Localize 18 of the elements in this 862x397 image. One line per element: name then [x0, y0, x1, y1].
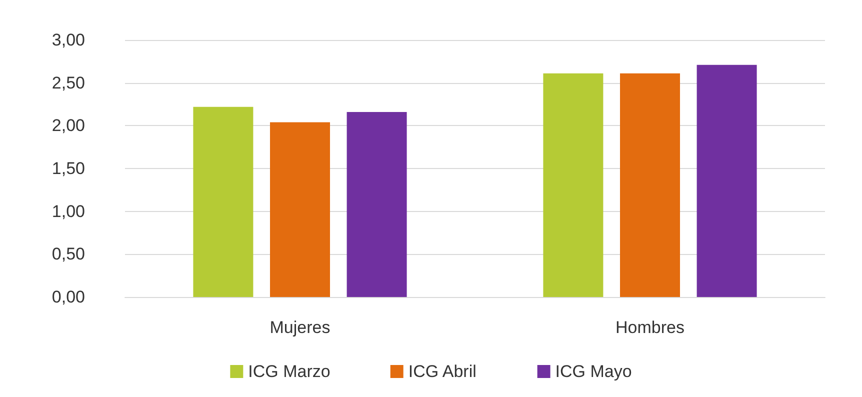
bar — [543, 73, 604, 297]
y-tick-label: 2,00 — [52, 116, 85, 136]
bar — [346, 112, 407, 297]
y-tick-label: 0,50 — [52, 244, 85, 264]
bar — [193, 106, 254, 297]
y-tick-label: 0,00 — [52, 288, 85, 306]
y-tick-label: 1,50 — [52, 159, 85, 178]
x-tick-label: Hombres — [616, 318, 684, 337]
bar — [620, 73, 680, 297]
bar — [270, 122, 330, 297]
y-tick-label: 1,00 — [52, 202, 85, 221]
legend-label: ICG Abril — [408, 362, 476, 381]
y-tick-label: 2,50 — [52, 73, 85, 92]
legend-label: ICG Mayo — [555, 362, 632, 381]
x-tick-label: Mujeres — [270, 318, 330, 337]
bar — [696, 64, 757, 297]
y-tick-label: 3,00 — [52, 30, 85, 50]
legend-label: ICG Marzo — [248, 362, 330, 381]
